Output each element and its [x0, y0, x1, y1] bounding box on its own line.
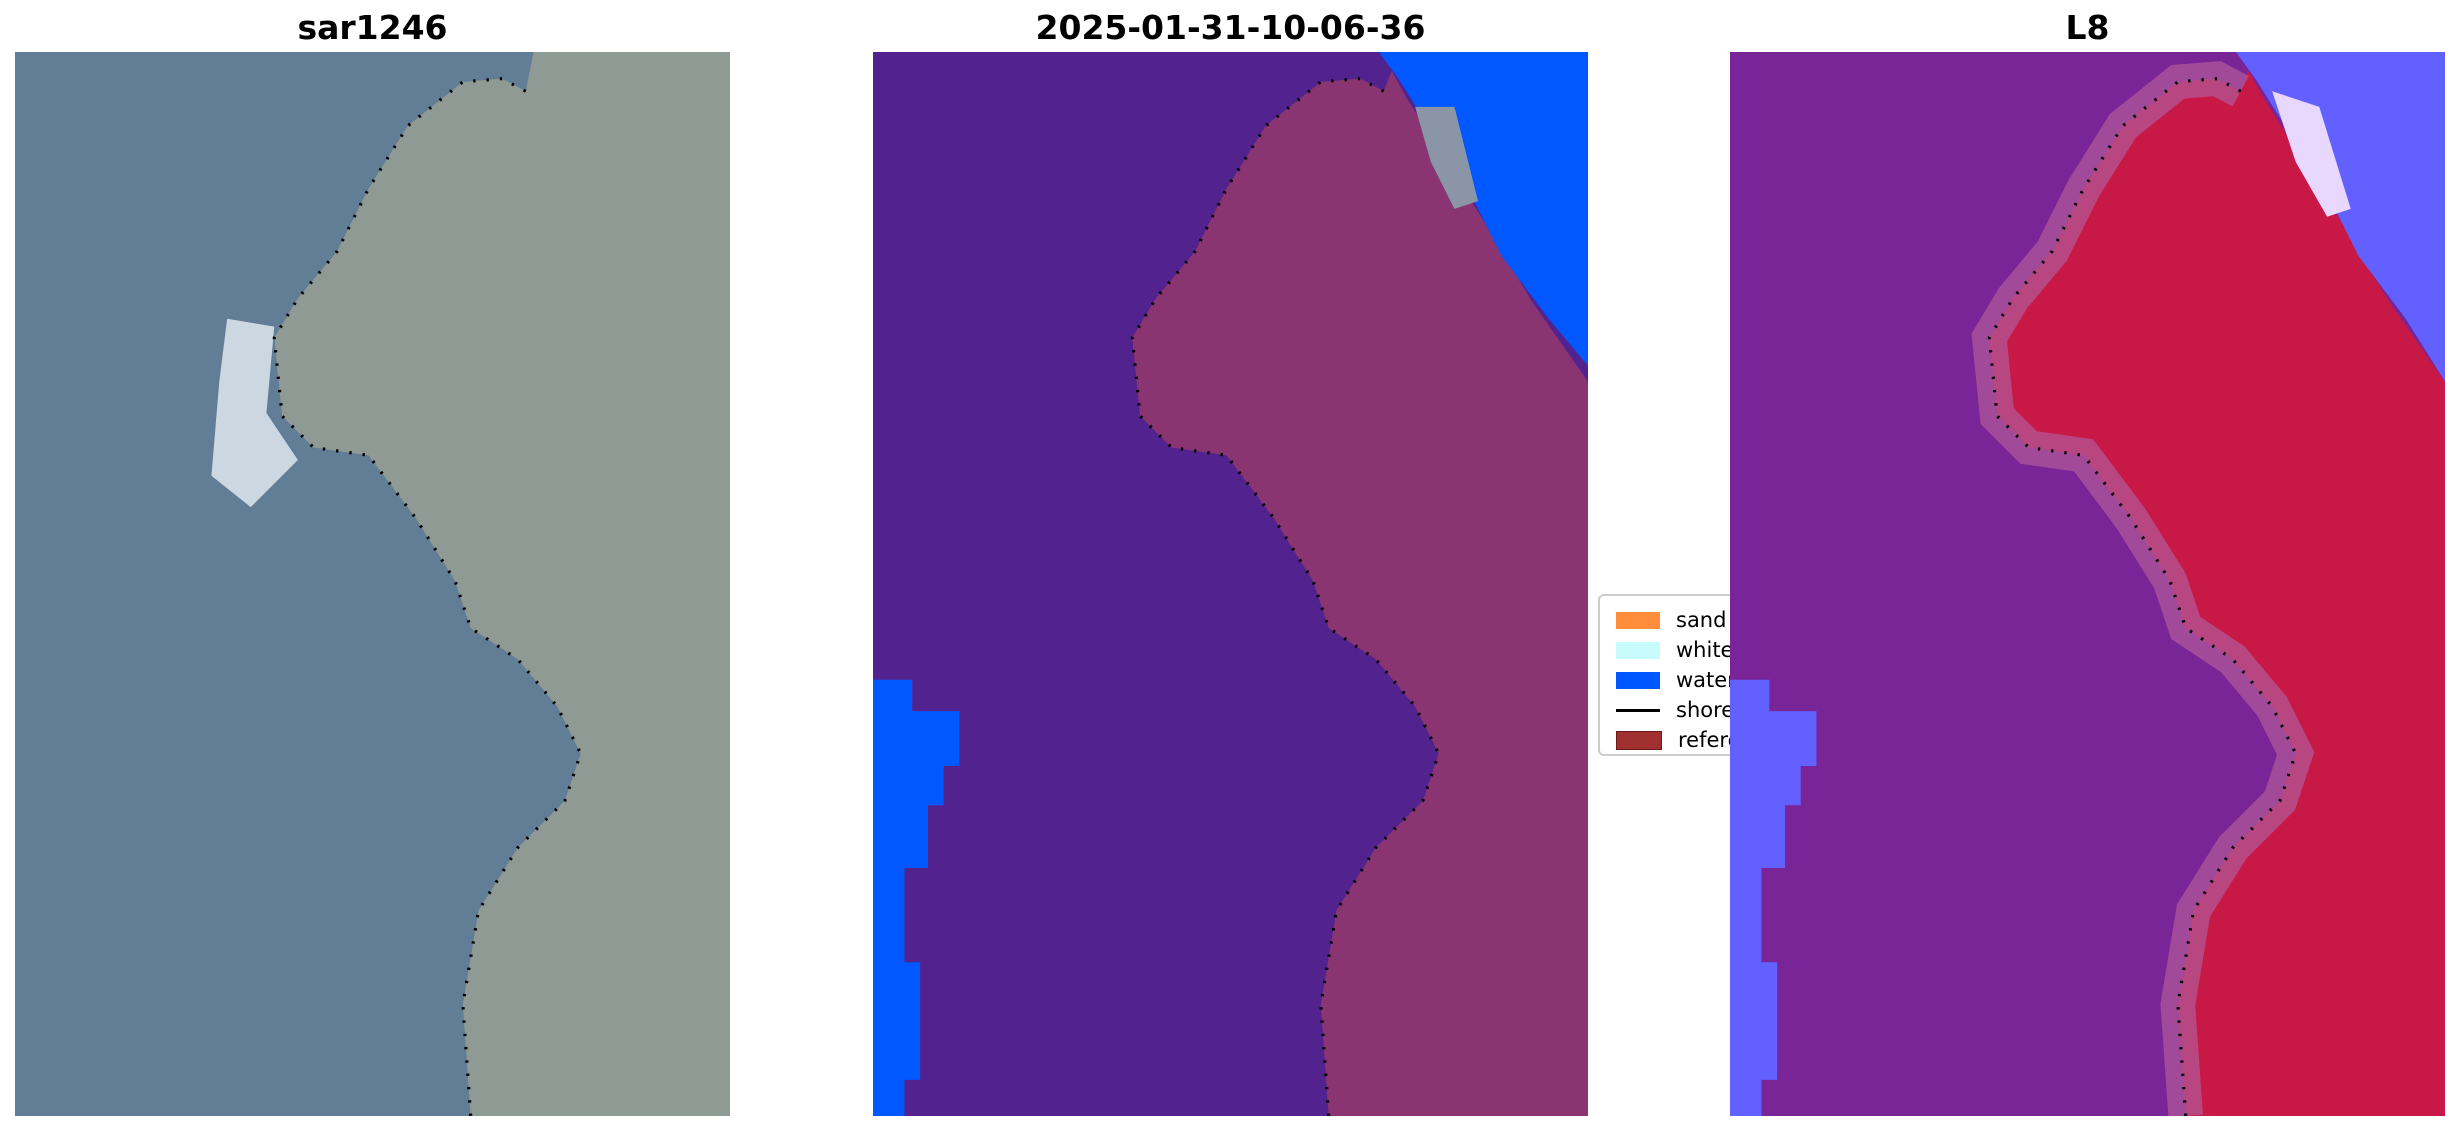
whitewater-area [1415, 106, 1478, 209]
panel-title-rgb: sar1246 [297, 8, 448, 47]
water-class-area [873, 679, 960, 1116]
land-area [1989, 70, 2445, 1116]
sand-swatch [1616, 611, 1660, 629]
l8-image-panel [1730, 52, 2445, 1116]
whitewater-swatch [1616, 641, 1660, 659]
land-margin [1971, 61, 2315, 1116]
legend-item-sand: sand [1616, 608, 1726, 632]
shoreline-line-swatch [1616, 708, 1660, 712]
bright-area [2272, 91, 2351, 217]
legend-label: sand [1676, 608, 1727, 632]
white-beach [211, 318, 298, 508]
rgb-image-panel [15, 52, 730, 1116]
land-area [1132, 70, 1588, 1116]
legend-item-water: water [1616, 668, 1736, 692]
reference-swatch [1616, 730, 1662, 750]
water-swatch [1616, 671, 1660, 689]
legend-label: water [1676, 668, 1736, 692]
land-area [274, 52, 730, 1116]
panel-title-classified: 2025-01-31-10-06-36 [1035, 8, 1426, 47]
classified-image-panel [873, 52, 1588, 1116]
blue-area [1730, 679, 1817, 1116]
panel-title-l8: L8 [2065, 8, 2110, 47]
blue-area [2236, 52, 2445, 382]
